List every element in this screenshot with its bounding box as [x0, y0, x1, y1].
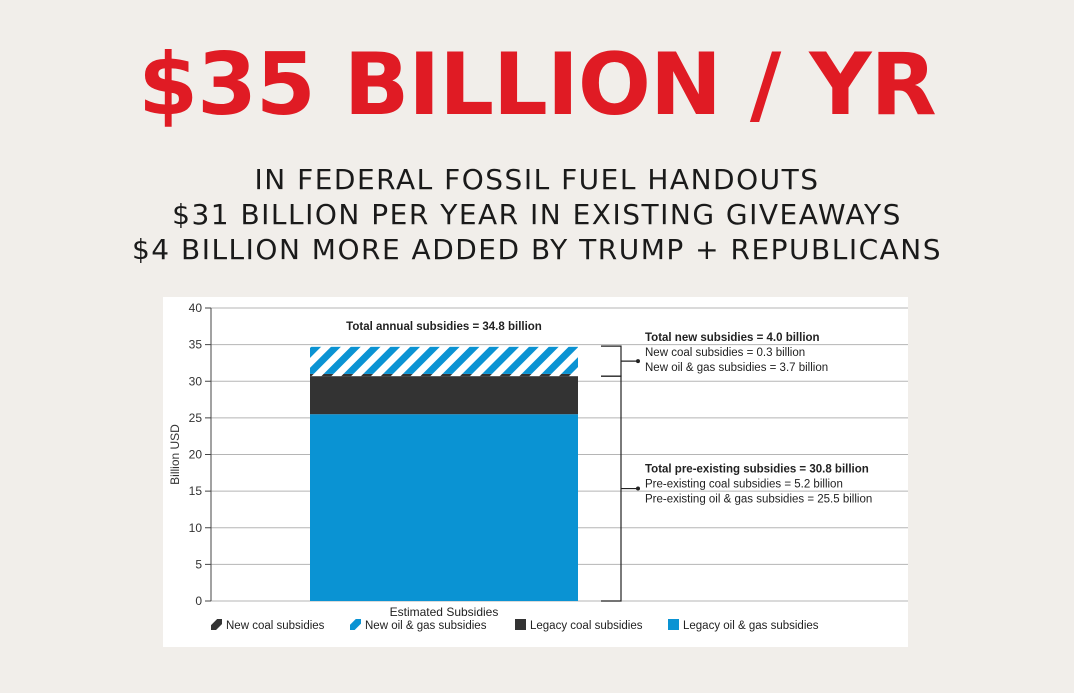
subheading-3: $4 BILLION MORE ADDED BY TRUMP + REPUBLI… [131, 233, 943, 266]
y-tick-label: 10 [189, 521, 203, 535]
existing-subsidies-line: Pre-existing oil & gas subsidies = 25.5 … [645, 494, 872, 506]
y-tick-label: 35 [189, 338, 203, 352]
subheading-2: $31 BILLION PER YEAR IN EXISTING GIVEAWA… [172, 198, 902, 231]
new-subsidies-bracket [601, 345, 622, 377]
existing-subsidies-bracket [601, 375, 622, 602]
y-tick-label: 30 [189, 374, 203, 388]
existing-subsidies-line: Pre-existing coal subsidies = 5.2 billio… [645, 479, 843, 491]
bar-new-coal-subsidies [310, 373, 578, 377]
y-tick-label: 0 [195, 594, 202, 608]
legend-label: Legacy oil & gas subsidies [683, 620, 819, 632]
y-tick-label: 40 [189, 301, 203, 315]
legend-label: New oil & gas subsidies [365, 620, 487, 632]
new-subsidies-pointer-dot [636, 359, 640, 364]
bar-legacy-coal-subsidies [310, 376, 578, 415]
existing-subsidies-title: Total pre-existing subsidies = 30.8 bill… [645, 464, 869, 476]
headline: $35 BILLION / YR [138, 35, 936, 135]
y-axis-label: Billion USD [168, 424, 182, 485]
legend-swatch [668, 619, 679, 630]
legend-label: New coal subsidies [226, 620, 325, 632]
new-subsidies-line: New coal subsidies = 0.3 billion [645, 347, 805, 359]
y-tick-label: 15 [189, 484, 203, 498]
y-tick-label: 5 [195, 557, 202, 571]
new-subsidies-line: New oil & gas subsidies = 3.7 billion [645, 362, 828, 374]
existing-subsidies-pointer-dot [636, 486, 640, 491]
total-annotation: Total annual subsidies = 34.8 billion [346, 321, 542, 333]
legend-label: Legacy coal subsidies [530, 620, 643, 632]
legend-swatch [515, 619, 526, 630]
legend-swatch [350, 619, 361, 630]
legend-swatch [211, 619, 222, 630]
category-label: Estimated Subsidies [390, 605, 499, 619]
y-tick-label: 25 [189, 411, 203, 425]
new-subsidies-title: Total new subsidies = 4.0 billion [645, 332, 820, 344]
bar-new-oil-gas-subsidies [310, 346, 578, 374]
subheading-1: IN FEDERAL FOSSIL FUEL HANDOUTS [254, 163, 820, 196]
y-tick-label: 20 [189, 448, 203, 462]
subsidies-chart: 0 5 10 15 20 25 30 35 40 Billion USD Estimated Su… [168, 301, 908, 632]
chart-panel: 0 5 10 15 20 25 30 35 40 Billion USD Estimated Su… [163, 297, 908, 647]
bar-legacy-oil-gas-subsidies [310, 414, 578, 601]
